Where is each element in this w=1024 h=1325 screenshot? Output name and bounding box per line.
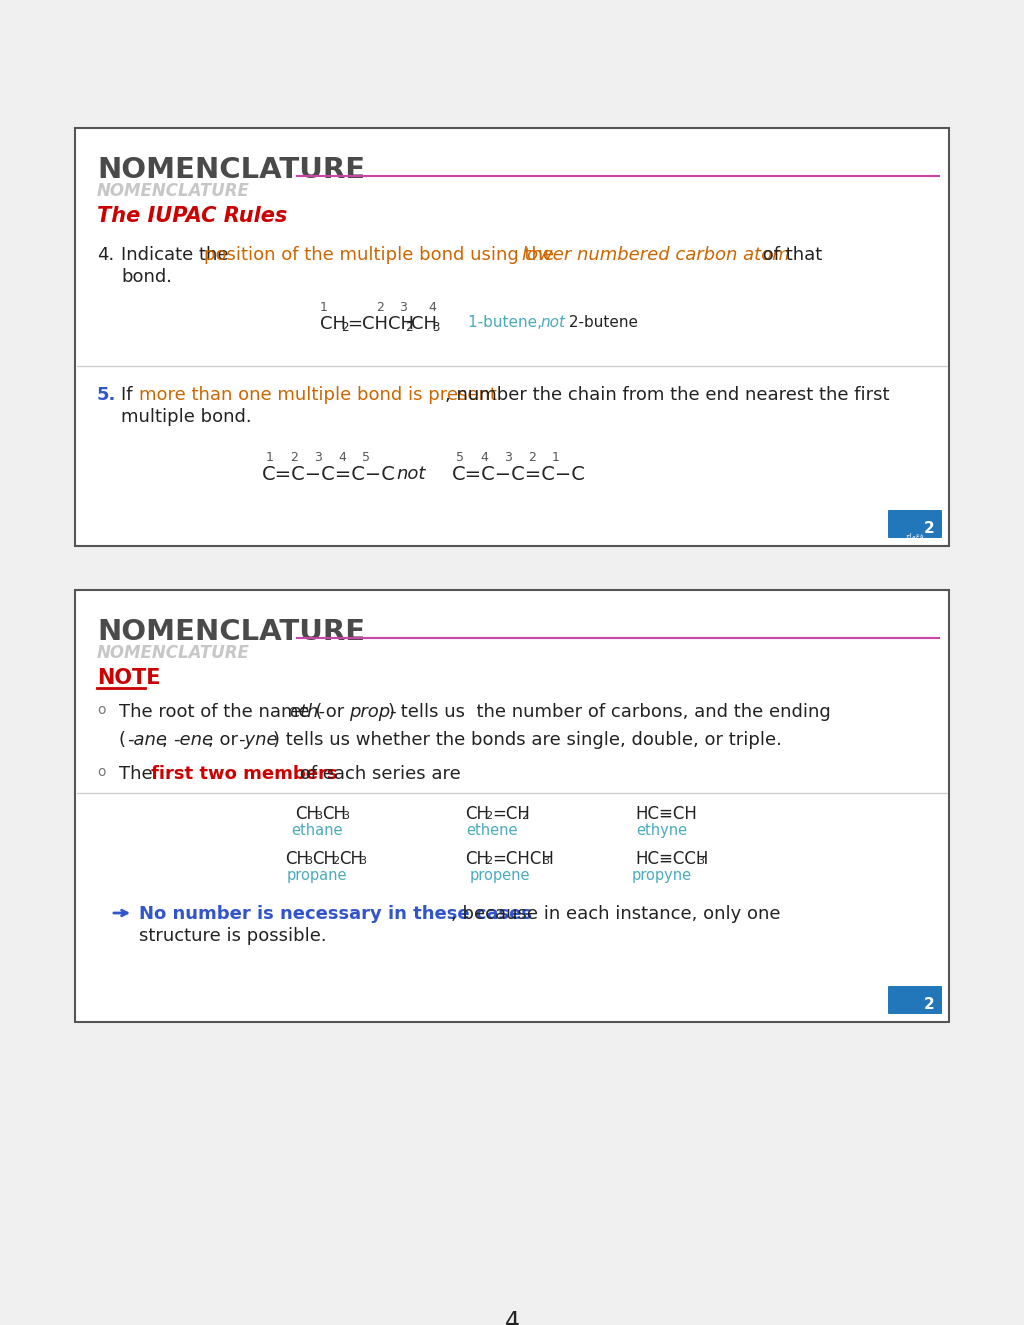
Text: ,: , [162, 731, 173, 749]
Text: prop-: prop- [349, 704, 396, 721]
Text: 4: 4 [428, 301, 436, 314]
Text: If: If [121, 386, 138, 404]
Text: C=C−C=C−C: C=C−C=C−C [262, 465, 396, 484]
Text: 5.: 5. [97, 386, 117, 404]
Text: ethyne: ethyne [637, 823, 687, 837]
Text: 4: 4 [480, 451, 488, 464]
Text: 2: 2 [528, 451, 536, 464]
Text: , number the chain from the end nearest the first: , number the chain from the end nearest … [445, 386, 890, 404]
Bar [75, 590, 949, 1022]
Text: The IUPAC Rules: The IUPAC Rules [97, 205, 288, 227]
Text: 2: 2 [290, 451, 298, 464]
Text: Indicate the: Indicate the [121, 246, 234, 264]
Text: CH: CH [339, 851, 362, 868]
Bar [75, 129, 949, 546]
Text: CH: CH [285, 851, 309, 868]
Text: multiple bond.: multiple bond. [121, 408, 252, 427]
FancyBboxPatch shape [888, 510, 942, 538]
Text: 2: 2 [332, 856, 339, 867]
Text: propyne: propyne [632, 868, 692, 882]
Text: 2-butene: 2-butene [564, 315, 638, 330]
Text: 2: 2 [521, 811, 528, 822]
Text: No number is necessary in these cases: No number is necessary in these cases [139, 905, 532, 924]
Text: 2: 2 [485, 856, 493, 867]
Text: of that: of that [757, 246, 822, 264]
Text: NOMENCLATURE: NOMENCLATURE [97, 182, 250, 200]
Text: CH: CH [322, 806, 346, 823]
Text: , or: , or [208, 731, 244, 749]
Text: eth-: eth- [289, 704, 325, 721]
Text: CH: CH [465, 851, 489, 868]
Text: NOTE: NOTE [97, 668, 161, 688]
Text: 3: 3 [432, 321, 439, 334]
Text: 1: 1 [319, 301, 328, 314]
Text: first two members: first two members [151, 765, 338, 783]
Text: CH: CH [411, 315, 437, 333]
Text: 3: 3 [504, 451, 512, 464]
Text: 3: 3 [314, 451, 322, 464]
Text: 2: 2 [376, 301, 384, 314]
Text: 2: 2 [924, 996, 934, 1012]
Text: 5: 5 [362, 451, 370, 464]
Text: propene: propene [470, 868, 530, 882]
Text: 4.: 4. [97, 246, 115, 264]
Text: =CHCH: =CHCH [492, 851, 554, 868]
Text: CH: CH [312, 851, 336, 868]
Text: 1-butene,: 1-butene, [468, 315, 547, 330]
Text: CH: CH [319, 315, 346, 333]
Text: NOMENCLATURE: NOMENCLATURE [97, 644, 250, 662]
Text: C=C−C=C−C: C=C−C=C−C [452, 465, 586, 484]
Text: ethane: ethane [291, 823, 343, 837]
Text: ) tells us whether the bonds are single, double, or triple.: ) tells us whether the bonds are single,… [273, 731, 782, 749]
Text: 3: 3 [542, 856, 549, 867]
Text: (: ( [119, 731, 126, 749]
Text: position of the multiple bond using the: position of the multiple bond using the [204, 246, 560, 264]
Text: 2: 2 [406, 321, 413, 334]
Text: not: not [540, 315, 565, 330]
Text: -yne: -yne [238, 731, 278, 749]
Text: -ane: -ane [127, 731, 167, 749]
Text: 2: 2 [924, 521, 934, 537]
Text: 1: 1 [266, 451, 274, 464]
Text: 5: 5 [456, 451, 464, 464]
Text: bond.: bond. [121, 268, 172, 286]
Text: not: not [396, 465, 425, 484]
Text: جامعة: جامعة [905, 533, 925, 541]
Text: lower numbered carbon atom: lower numbered carbon atom [522, 246, 790, 264]
Text: HC≡CCH: HC≡CCH [635, 851, 709, 868]
Text: of each series are: of each series are [294, 765, 461, 783]
Text: 3: 3 [697, 856, 705, 867]
Text: 2: 2 [341, 321, 348, 334]
Text: 2: 2 [485, 811, 493, 822]
Text: The: The [119, 765, 159, 783]
Text: 3: 3 [359, 856, 366, 867]
Text: =CHCH: =CHCH [347, 315, 414, 333]
Text: 3: 3 [342, 811, 349, 822]
Text: o: o [97, 765, 105, 779]
Text: -ene: -ene [173, 731, 213, 749]
Text: CH: CH [465, 806, 489, 823]
Text: or: or [319, 704, 350, 721]
Text: 4: 4 [338, 451, 346, 464]
Text: =CH: =CH [492, 806, 529, 823]
Text: ) tells us  the number of carbons, and the ending: ) tells us the number of carbons, and th… [388, 704, 830, 721]
Text: The root of the name (: The root of the name ( [119, 704, 323, 721]
Text: , because in each instance, only one: , because in each instance, only one [451, 905, 780, 924]
Text: structure is possible.: structure is possible. [139, 927, 327, 945]
Text: 3: 3 [399, 301, 407, 314]
Text: 4: 4 [505, 1310, 519, 1325]
Text: propane: propane [287, 868, 347, 882]
Text: 3: 3 [315, 811, 322, 822]
Text: ethene: ethene [466, 823, 518, 837]
Text: 1: 1 [552, 451, 560, 464]
Text: 3: 3 [305, 856, 312, 867]
Text: CH: CH [295, 806, 319, 823]
Text: o: o [97, 704, 105, 717]
Text: NOMENCLATURE: NOMENCLATURE [97, 156, 366, 184]
Text: NOMENCLATURE: NOMENCLATURE [97, 617, 366, 647]
Text: HC≡CH: HC≡CH [635, 806, 697, 823]
Text: more than one multiple bond is present: more than one multiple bond is present [139, 386, 497, 404]
FancyBboxPatch shape [888, 986, 942, 1014]
